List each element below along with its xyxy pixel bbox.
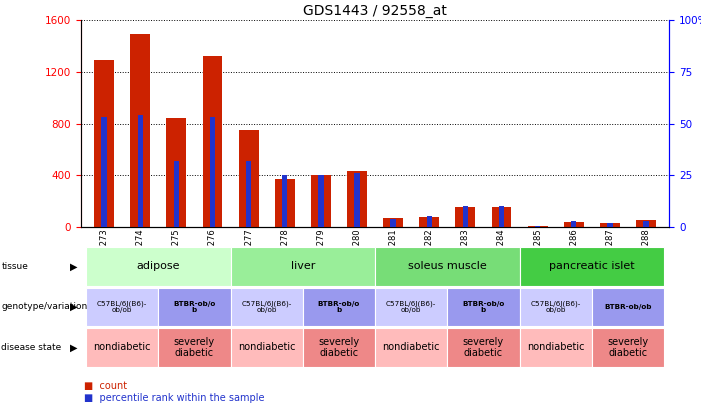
Bar — [447, 288, 519, 326]
Text: BTBR-ob/o
b: BTBR-ob/o b — [318, 301, 360, 313]
Text: BTBR-ob/ob: BTBR-ob/ob — [604, 304, 652, 310]
Text: C57BL/6J(B6)-
ob/ob: C57BL/6J(B6)- ob/ob — [97, 300, 147, 313]
Bar — [426, 217, 432, 227]
Bar — [592, 288, 664, 326]
Bar — [607, 223, 613, 227]
Bar — [419, 217, 439, 227]
Bar — [246, 161, 251, 227]
Text: tissue: tissue — [1, 262, 28, 271]
Text: disease state: disease state — [1, 343, 62, 352]
Bar — [210, 117, 215, 227]
Bar — [94, 60, 114, 227]
Bar — [231, 288, 303, 326]
Bar — [347, 171, 367, 227]
Text: ▶: ▶ — [69, 342, 77, 352]
Bar — [137, 115, 143, 227]
Bar — [600, 223, 620, 227]
Bar — [375, 288, 447, 326]
Bar — [447, 328, 519, 367]
Text: soleus muscle: soleus muscle — [408, 261, 486, 271]
Bar — [303, 288, 375, 326]
Text: severely
diabetic: severely diabetic — [463, 337, 504, 358]
Bar — [519, 328, 592, 367]
Bar — [158, 288, 231, 326]
Bar — [499, 206, 504, 227]
Text: C57BL/6J(B6)-
ob/ob: C57BL/6J(B6)- ob/ob — [241, 300, 292, 313]
Bar — [491, 207, 512, 227]
Bar — [174, 161, 179, 227]
Text: severely
diabetic: severely diabetic — [607, 337, 648, 358]
Bar — [282, 175, 287, 227]
Bar — [86, 247, 231, 286]
Text: pancreatic islet: pancreatic islet — [549, 261, 634, 271]
Bar — [519, 247, 664, 286]
Text: ■  percentile rank within the sample: ■ percentile rank within the sample — [84, 393, 264, 403]
Text: ▶: ▶ — [69, 302, 77, 312]
Text: BTBR-ob/o
b: BTBR-ob/o b — [173, 301, 215, 313]
Title: GDS1443 / 92558_at: GDS1443 / 92558_at — [303, 4, 447, 18]
Bar — [231, 247, 375, 286]
Bar — [231, 328, 303, 367]
Text: liver: liver — [291, 261, 315, 271]
Bar — [86, 328, 158, 367]
Text: genotype/variation: genotype/variation — [1, 302, 88, 311]
Bar — [463, 206, 468, 227]
Bar — [130, 34, 150, 227]
Text: ■  count: ■ count — [84, 381, 128, 390]
Bar — [375, 247, 519, 286]
Bar — [528, 226, 547, 227]
Bar — [390, 219, 396, 227]
Bar — [644, 221, 648, 227]
Text: ▶: ▶ — [69, 261, 77, 271]
Bar — [519, 288, 592, 326]
Bar — [238, 130, 259, 227]
Bar — [275, 179, 294, 227]
Text: severely
diabetic: severely diabetic — [174, 337, 215, 358]
Text: BTBR-ob/o
b: BTBR-ob/o b — [462, 301, 505, 313]
Text: nondiabetic: nondiabetic — [93, 342, 151, 352]
Bar — [354, 173, 360, 227]
Bar — [158, 328, 231, 367]
Bar — [166, 118, 186, 227]
Bar — [303, 328, 375, 367]
Bar — [456, 207, 475, 227]
Bar — [592, 328, 664, 367]
Bar — [636, 220, 656, 227]
Text: adipose: adipose — [137, 261, 180, 271]
Text: severely
diabetic: severely diabetic — [318, 337, 360, 358]
Text: nondiabetic: nondiabetic — [527, 342, 585, 352]
Text: C57BL/6J(B6)-
ob/ob: C57BL/6J(B6)- ob/ob — [386, 300, 436, 313]
Bar — [86, 288, 158, 326]
Bar — [535, 226, 540, 227]
Bar — [564, 222, 584, 227]
Text: nondiabetic: nondiabetic — [238, 342, 295, 352]
Text: nondiabetic: nondiabetic — [383, 342, 440, 352]
Text: C57BL/6J(B6)-
ob/ob: C57BL/6J(B6)- ob/ob — [531, 300, 581, 313]
Bar — [102, 117, 107, 227]
Bar — [203, 56, 222, 227]
Bar — [571, 221, 576, 227]
Bar — [318, 175, 324, 227]
Bar — [375, 328, 447, 367]
Bar — [383, 218, 403, 227]
Bar — [311, 175, 331, 227]
